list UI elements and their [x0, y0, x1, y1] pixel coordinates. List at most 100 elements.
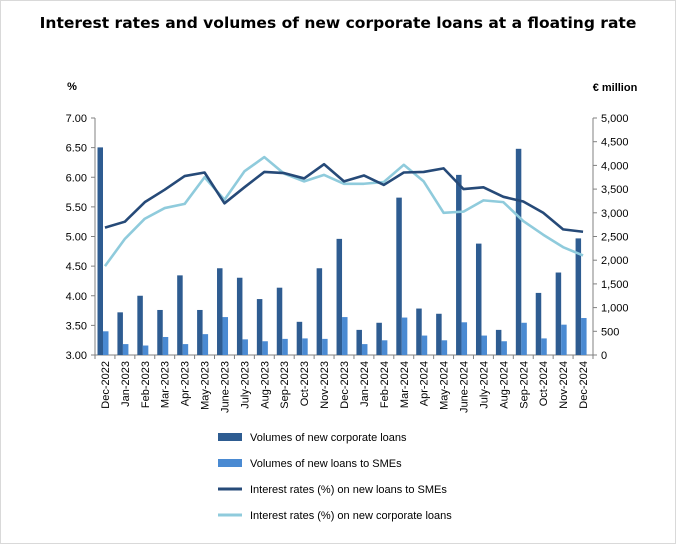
bar-corporate-loans: [236, 277, 243, 355]
bar-sme-loans: [381, 340, 388, 355]
bar-sme-loans: [461, 322, 468, 355]
bar-sme-loans: [561, 324, 567, 355]
x-axis-category-label: Oct-2023: [299, 361, 311, 406]
x-axis-category-label: Dec-2024: [578, 361, 590, 409]
x-axis-category-label: Nov-2023: [319, 361, 331, 409]
bar-corporate-loans: [157, 309, 163, 355]
bar-corporate-loans: [475, 243, 482, 355]
bar-corporate-loans: [117, 312, 123, 355]
bar-corporate-loans: [436, 313, 442, 355]
left-axis-tick-label: 6.00: [66, 172, 87, 184]
bar-corporate-loans: [575, 238, 582, 355]
bar-corporate-loans: [515, 148, 522, 355]
right-axis-tick-label: 3,000: [601, 208, 629, 220]
x-axis-category-label: May-2023: [200, 361, 212, 410]
bar-corporate-loans: [276, 287, 283, 355]
bar-sme-loans: [222, 317, 229, 355]
x-axis-category-label: June-2023: [219, 361, 231, 413]
legend-label: Volumes of new corporate loans: [250, 432, 407, 444]
x-axis-category-label: Oct-2024: [538, 361, 550, 406]
legend-label: Volumes of new loans to SMEs: [250, 458, 402, 470]
bar-sme-loans: [581, 318, 587, 355]
bar-corporate-loans: [177, 275, 183, 355]
bar-sme-loans: [162, 336, 169, 355]
x-axis-category-label: June-2024: [459, 361, 471, 413]
right-axis-tick-label: 1,000: [601, 303, 629, 315]
x-axis-category-label: Aug-2023: [259, 361, 271, 409]
line-sme-interest-rate: [104, 162, 584, 234]
bar-sme-loans: [282, 338, 288, 355]
axes: 3.00 3.50 4.00 4.50 5.00 5.50 6.00 6.50 7.00 0 500…: [66, 113, 629, 413]
bar-sme-loans: [521, 322, 527, 355]
legend-label: Interest rates (%) on new loans to SMEs: [250, 484, 447, 496]
x-axis-category-label: Feb-2024: [379, 361, 391, 408]
bar-sme-loans: [361, 344, 368, 355]
bar-corporate-loans: [416, 308, 422, 355]
right-axis-tick-label: 4,000: [601, 160, 629, 172]
bar-corporate-loans: [396, 197, 402, 355]
bar-sme-loans: [122, 344, 129, 355]
right-axis-tick-label: 3,500: [601, 184, 629, 196]
bar-corporate-loans: [555, 272, 562, 355]
x-axis-category-label: Nov-2024: [558, 361, 570, 409]
bar-sme-loans: [182, 344, 189, 355]
bar-corporate-loans: [97, 147, 103, 355]
bar-sme-loans: [441, 340, 448, 355]
bar-corporate-loans: [356, 329, 362, 355]
x-axis-category-label: July-2024: [478, 361, 490, 409]
right-axis-tick-label: 1,500: [601, 279, 629, 291]
x-axis-category-label: Jan-2023: [120, 361, 132, 407]
x-axis-category-label: Dec-2022: [100, 361, 112, 409]
legend: Volumes of new corporate loans Volumes of…: [218, 432, 452, 522]
bar-corporate-loans: [256, 299, 263, 355]
left-axis-tick-label: 3.50: [66, 320, 87, 332]
right-axis-tick-label: 5,000: [601, 113, 629, 125]
bar-corporate-loans: [376, 322, 382, 355]
x-axis-category-label: Sep-2023: [279, 361, 291, 409]
right-axis-tick-label: 2,000: [601, 255, 629, 267]
bar-corporate-loans: [316, 268, 323, 355]
bar-corporate-loans: [456, 174, 462, 355]
bar-sme-loans: [541, 338, 547, 355]
left-axis-tick-label: 7.00: [66, 113, 87, 125]
legend-label: Interest rates (%) on new corporate loan…: [250, 510, 452, 522]
bar-sme-loans: [501, 341, 507, 355]
left-axis-tick-label: 4.50: [66, 261, 87, 273]
x-axis-category-label: Jan-2024: [359, 361, 371, 407]
bar-corporate-loans: [535, 292, 542, 355]
x-axis-category-label: Aug-2024: [498, 361, 510, 409]
left-axis-tick-label: 4.00: [66, 291, 87, 303]
left-axis-tick-label: 5.50: [66, 202, 87, 214]
bar-sme-loans: [242, 339, 248, 355]
legend-swatch-bar: [218, 433, 242, 441]
right-axis-tick-label: 500: [601, 326, 619, 338]
bar-corporate-loans: [137, 295, 143, 355]
bar-sme-loans: [202, 334, 209, 355]
x-axis-category-label: Dec-2023: [339, 361, 351, 409]
bar-corporate-loans: [495, 329, 502, 355]
x-axis-category-label: Feb-2023: [140, 361, 152, 408]
left-axis-tick-label: 6.50: [66, 143, 87, 155]
chart-title: Interest rates and volumes of new corpor…: [40, 14, 637, 32]
right-axis-tick-label: 0: [601, 350, 607, 362]
bar-sme-loans: [421, 335, 428, 355]
legend-swatch-bar: [218, 459, 242, 467]
bar-sme-loans: [342, 317, 348, 355]
x-axis-category-label: Apr-2024: [419, 361, 431, 406]
left-axis-unit: %: [67, 81, 77, 93]
bar-sme-loans: [401, 317, 408, 355]
right-axis-tick-label: 2,500: [601, 232, 629, 244]
lines: [103, 155, 584, 267]
x-axis-category-label: May-2024: [439, 361, 451, 410]
bar-sme-loans: [322, 338, 328, 355]
bar-sme-loans: [142, 345, 149, 355]
left-axis-tick-label: 3.00: [66, 350, 87, 362]
x-axis-category-label: Sep-2024: [518, 361, 530, 409]
bar-corporate-loans: [296, 321, 303, 355]
right-axis-unit: € million: [593, 82, 638, 94]
bar-corporate-loans: [217, 268, 223, 355]
x-axis-category-label: Mar-2023: [160, 361, 172, 408]
x-axis-category-label: Mar-2024: [399, 361, 411, 408]
bars: [97, 147, 587, 355]
